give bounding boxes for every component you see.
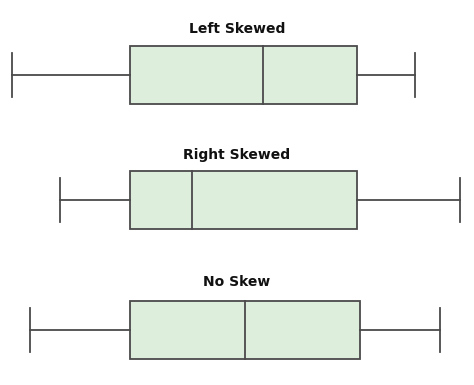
- Text: No Skew: No Skew: [203, 275, 271, 289]
- Bar: [130, 171, 357, 229]
- Bar: [130, 301, 360, 359]
- Text: Right Skewed: Right Skewed: [183, 148, 291, 162]
- Text: Left Skewed: Left Skewed: [189, 22, 285, 36]
- Bar: [130, 46, 357, 104]
